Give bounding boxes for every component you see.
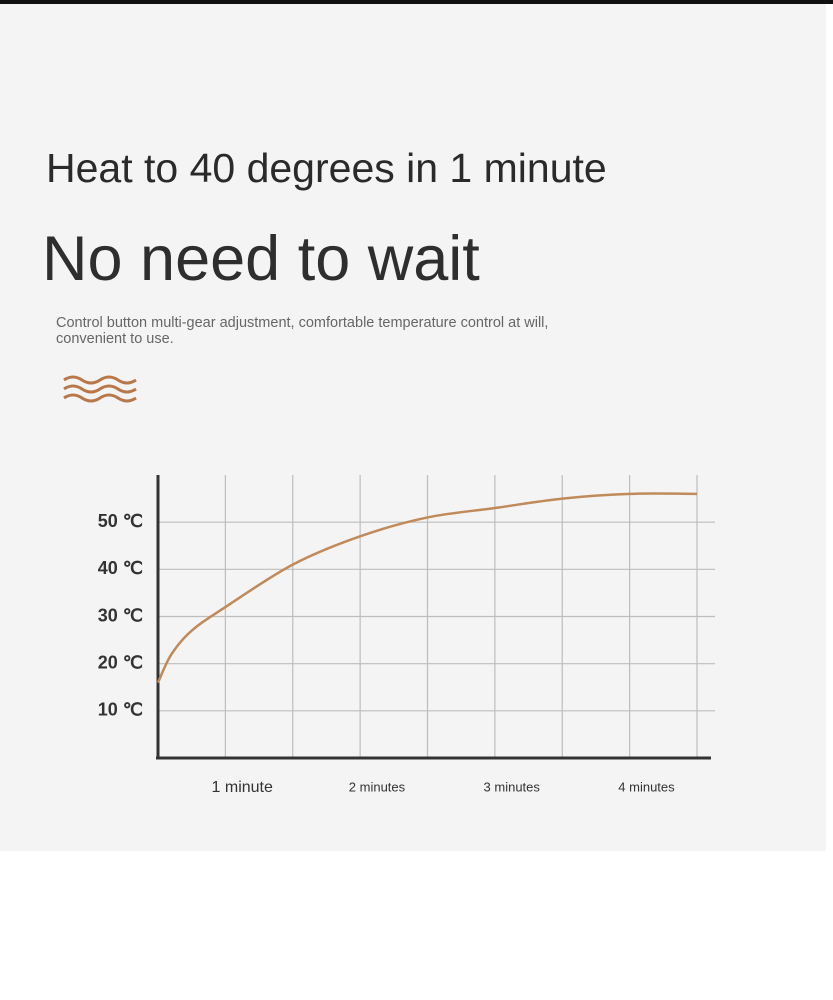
- top-border: [0, 0, 833, 4]
- y-tick-label: 40 ℃: [98, 558, 143, 578]
- x-tick-label: 4 minutes: [618, 779, 675, 794]
- description-box: Control button multi-gear adjustment, co…: [56, 315, 549, 347]
- y-tick-label: 50 ℃: [98, 511, 143, 531]
- description: Control button multi-gear adjustment, co…: [56, 315, 549, 347]
- y-tick-label: 20 ℃: [98, 652, 143, 672]
- y-tick-label: 30 ℃: [98, 605, 143, 625]
- x-tick-label: 3 minutes: [484, 779, 541, 794]
- chart: 10 ℃ 20 ℃ 30 ℃ 40 ℃ 50 ℃ 1 minute 2 minutes 3 m…: [98, 475, 715, 796]
- y-tick-label: 10 ℃: [98, 700, 143, 720]
- wave-icon: [63, 375, 137, 403]
- x-tick-label: 1 minute: [212, 779, 273, 796]
- title: Heat to 40 degrees in 1 minute: [46, 145, 607, 191]
- x-tick-label: 2 minutes: [349, 779, 406, 794]
- headline: No need to wait: [42, 224, 480, 294]
- panel: [0, 0, 826, 851]
- curve: [156, 492, 698, 684]
